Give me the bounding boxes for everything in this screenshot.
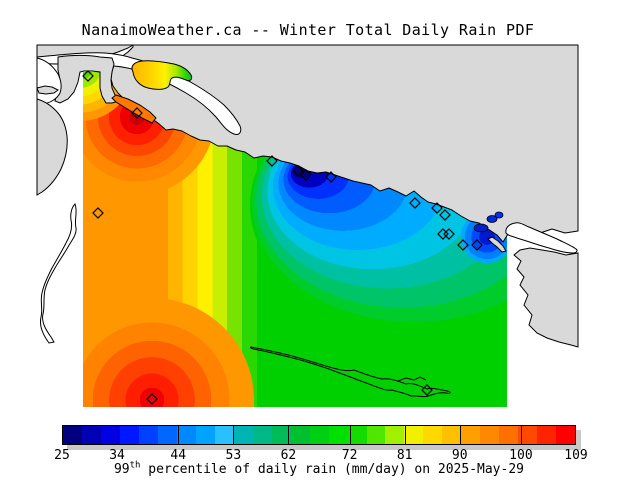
station-marker — [457, 239, 469, 251]
station-marker — [325, 171, 337, 183]
inlet-spit — [36, 85, 59, 95]
station-marker — [300, 169, 312, 181]
southeast-land — [513, 247, 579, 348]
channel-island — [131, 60, 193, 90]
orange-inlet-tongue — [111, 94, 157, 124]
strait-island — [505, 222, 578, 254]
station-marker — [82, 70, 94, 82]
station-marker — [92, 207, 104, 219]
blue-islets — [473, 211, 504, 233]
river-fork — [397, 376, 427, 382]
map-title: NanaimoWeather.ca -- Winter Total Daily … — [81, 21, 535, 39]
station-markers — [82, 70, 483, 405]
station-marker — [471, 239, 483, 251]
station-marker — [439, 209, 451, 221]
station-marker — [443, 228, 455, 240]
coast-spit — [487, 236, 507, 253]
station-marker — [146, 393, 158, 405]
station-marker — [421, 384, 433, 396]
south-rain-maximum — [83, 298, 254, 407]
west-land-wedge — [36, 98, 68, 196]
station-marker — [266, 155, 278, 167]
station-marker — [409, 197, 421, 209]
west-lake-outline — [40, 203, 77, 344]
station-marker — [292, 165, 304, 177]
station-marker — [431, 202, 443, 214]
station-marker — [131, 107, 143, 119]
south-river-outline — [250, 346, 451, 398]
